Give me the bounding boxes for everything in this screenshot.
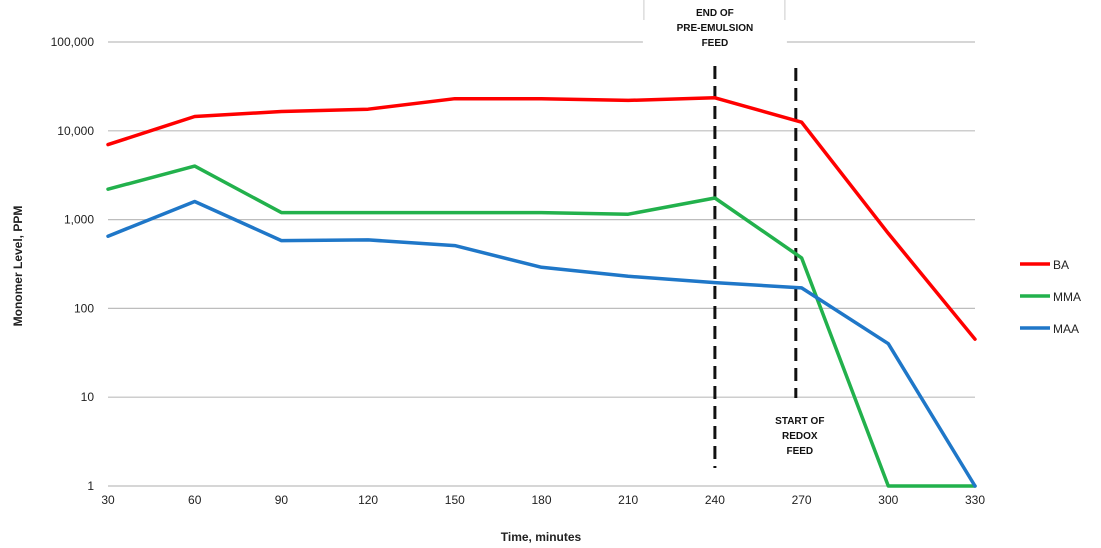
annotation-label: PRE-EMULSION [677, 23, 754, 34]
annotation-lines [713, 66, 798, 468]
x-tick-label: 120 [358, 493, 378, 507]
series-line-maa [106, 199, 977, 488]
annotation-box [642, 0, 787, 58]
x-tick-label: 90 [275, 493, 289, 507]
x-tick-label: 300 [878, 493, 898, 507]
series-line-mma [106, 164, 977, 488]
y-axis-title: Monomer Level, PPM [11, 206, 25, 327]
x-tick-label: 30 [101, 493, 115, 507]
annotation-label: REDOX [782, 431, 818, 442]
legend-label: MAA [1053, 322, 1079, 336]
y-tick-labels: 1 10 100 1,000 10,000 100,000 [51, 35, 95, 493]
legend-label: MMA [1053, 290, 1081, 304]
y-tick-label: 10,000 [57, 124, 94, 138]
y-tick-label: 1 [87, 479, 94, 493]
series-line-ba [106, 96, 977, 341]
y-tick-label: 100 [74, 301, 94, 315]
grid-lines [108, 41, 975, 487]
annotation-label: FEED [702, 38, 729, 49]
legend-label: BA [1053, 258, 1069, 272]
y-tick-label: 100,000 [51, 35, 95, 49]
x-tick-label: 60 [188, 493, 202, 507]
x-axis-title: Time, minutes [501, 530, 582, 544]
annotation-label: END OF [696, 8, 734, 19]
annotation-label: START OF [775, 416, 824, 427]
x-tick-labels: 30 60 90 120 150 180 210 240 270 300 330 [101, 493, 985, 507]
x-tick-label: 210 [618, 493, 638, 507]
legend: BA MMA MAA [1020, 258, 1081, 336]
annotation-labels: END OF PRE-EMULSION FEED START OF REDOX FEED [643, 0, 824, 457]
x-tick-label: 240 [705, 493, 725, 507]
x-tick-label: 330 [965, 493, 985, 507]
y-tick-label: 10 [81, 390, 95, 404]
x-tick-label: 150 [445, 493, 465, 507]
y-tick-label: 1,000 [64, 213, 94, 227]
x-tick-label: 180 [531, 493, 551, 507]
series-lines [106, 96, 977, 488]
annotation-label: FEED [786, 446, 813, 457]
x-tick-label: 270 [792, 493, 812, 507]
